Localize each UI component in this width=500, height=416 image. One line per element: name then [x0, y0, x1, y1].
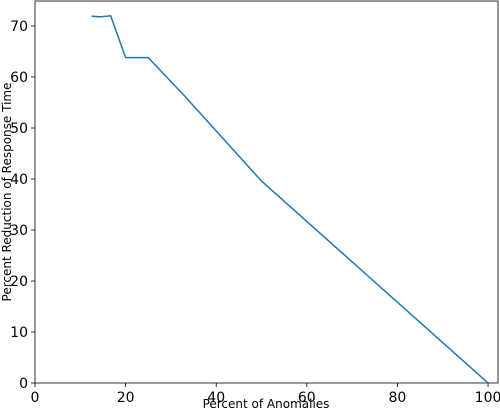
x-tick-label: 0 — [31, 390, 40, 406]
x-tick-label: 40 — [207, 390, 225, 406]
x-tick-label: 100 — [475, 390, 500, 406]
y-tick-label: 70 — [10, 19, 28, 35]
x-tick-label: 80 — [389, 390, 407, 406]
y-tick-label: 10 — [10, 325, 28, 341]
x-axis-label: Percent of Anomalies — [203, 397, 330, 411]
y-tick-label: 20 — [10, 274, 28, 290]
y-tick-label: 0 — [19, 376, 28, 392]
y-tick-label: 30 — [10, 223, 28, 239]
data-line — [91, 14, 489, 384]
plot-frame — [34, 0, 499, 384]
x-tick-label: 20 — [117, 390, 135, 406]
y-axis-label: Percent Reduction of Response Time — [0, 83, 14, 302]
x-tick-label: 60 — [298, 390, 316, 406]
y-tick-label: 50 — [10, 121, 28, 137]
y-tick-label: 40 — [10, 172, 28, 188]
y-tick-label: 60 — [10, 70, 28, 86]
